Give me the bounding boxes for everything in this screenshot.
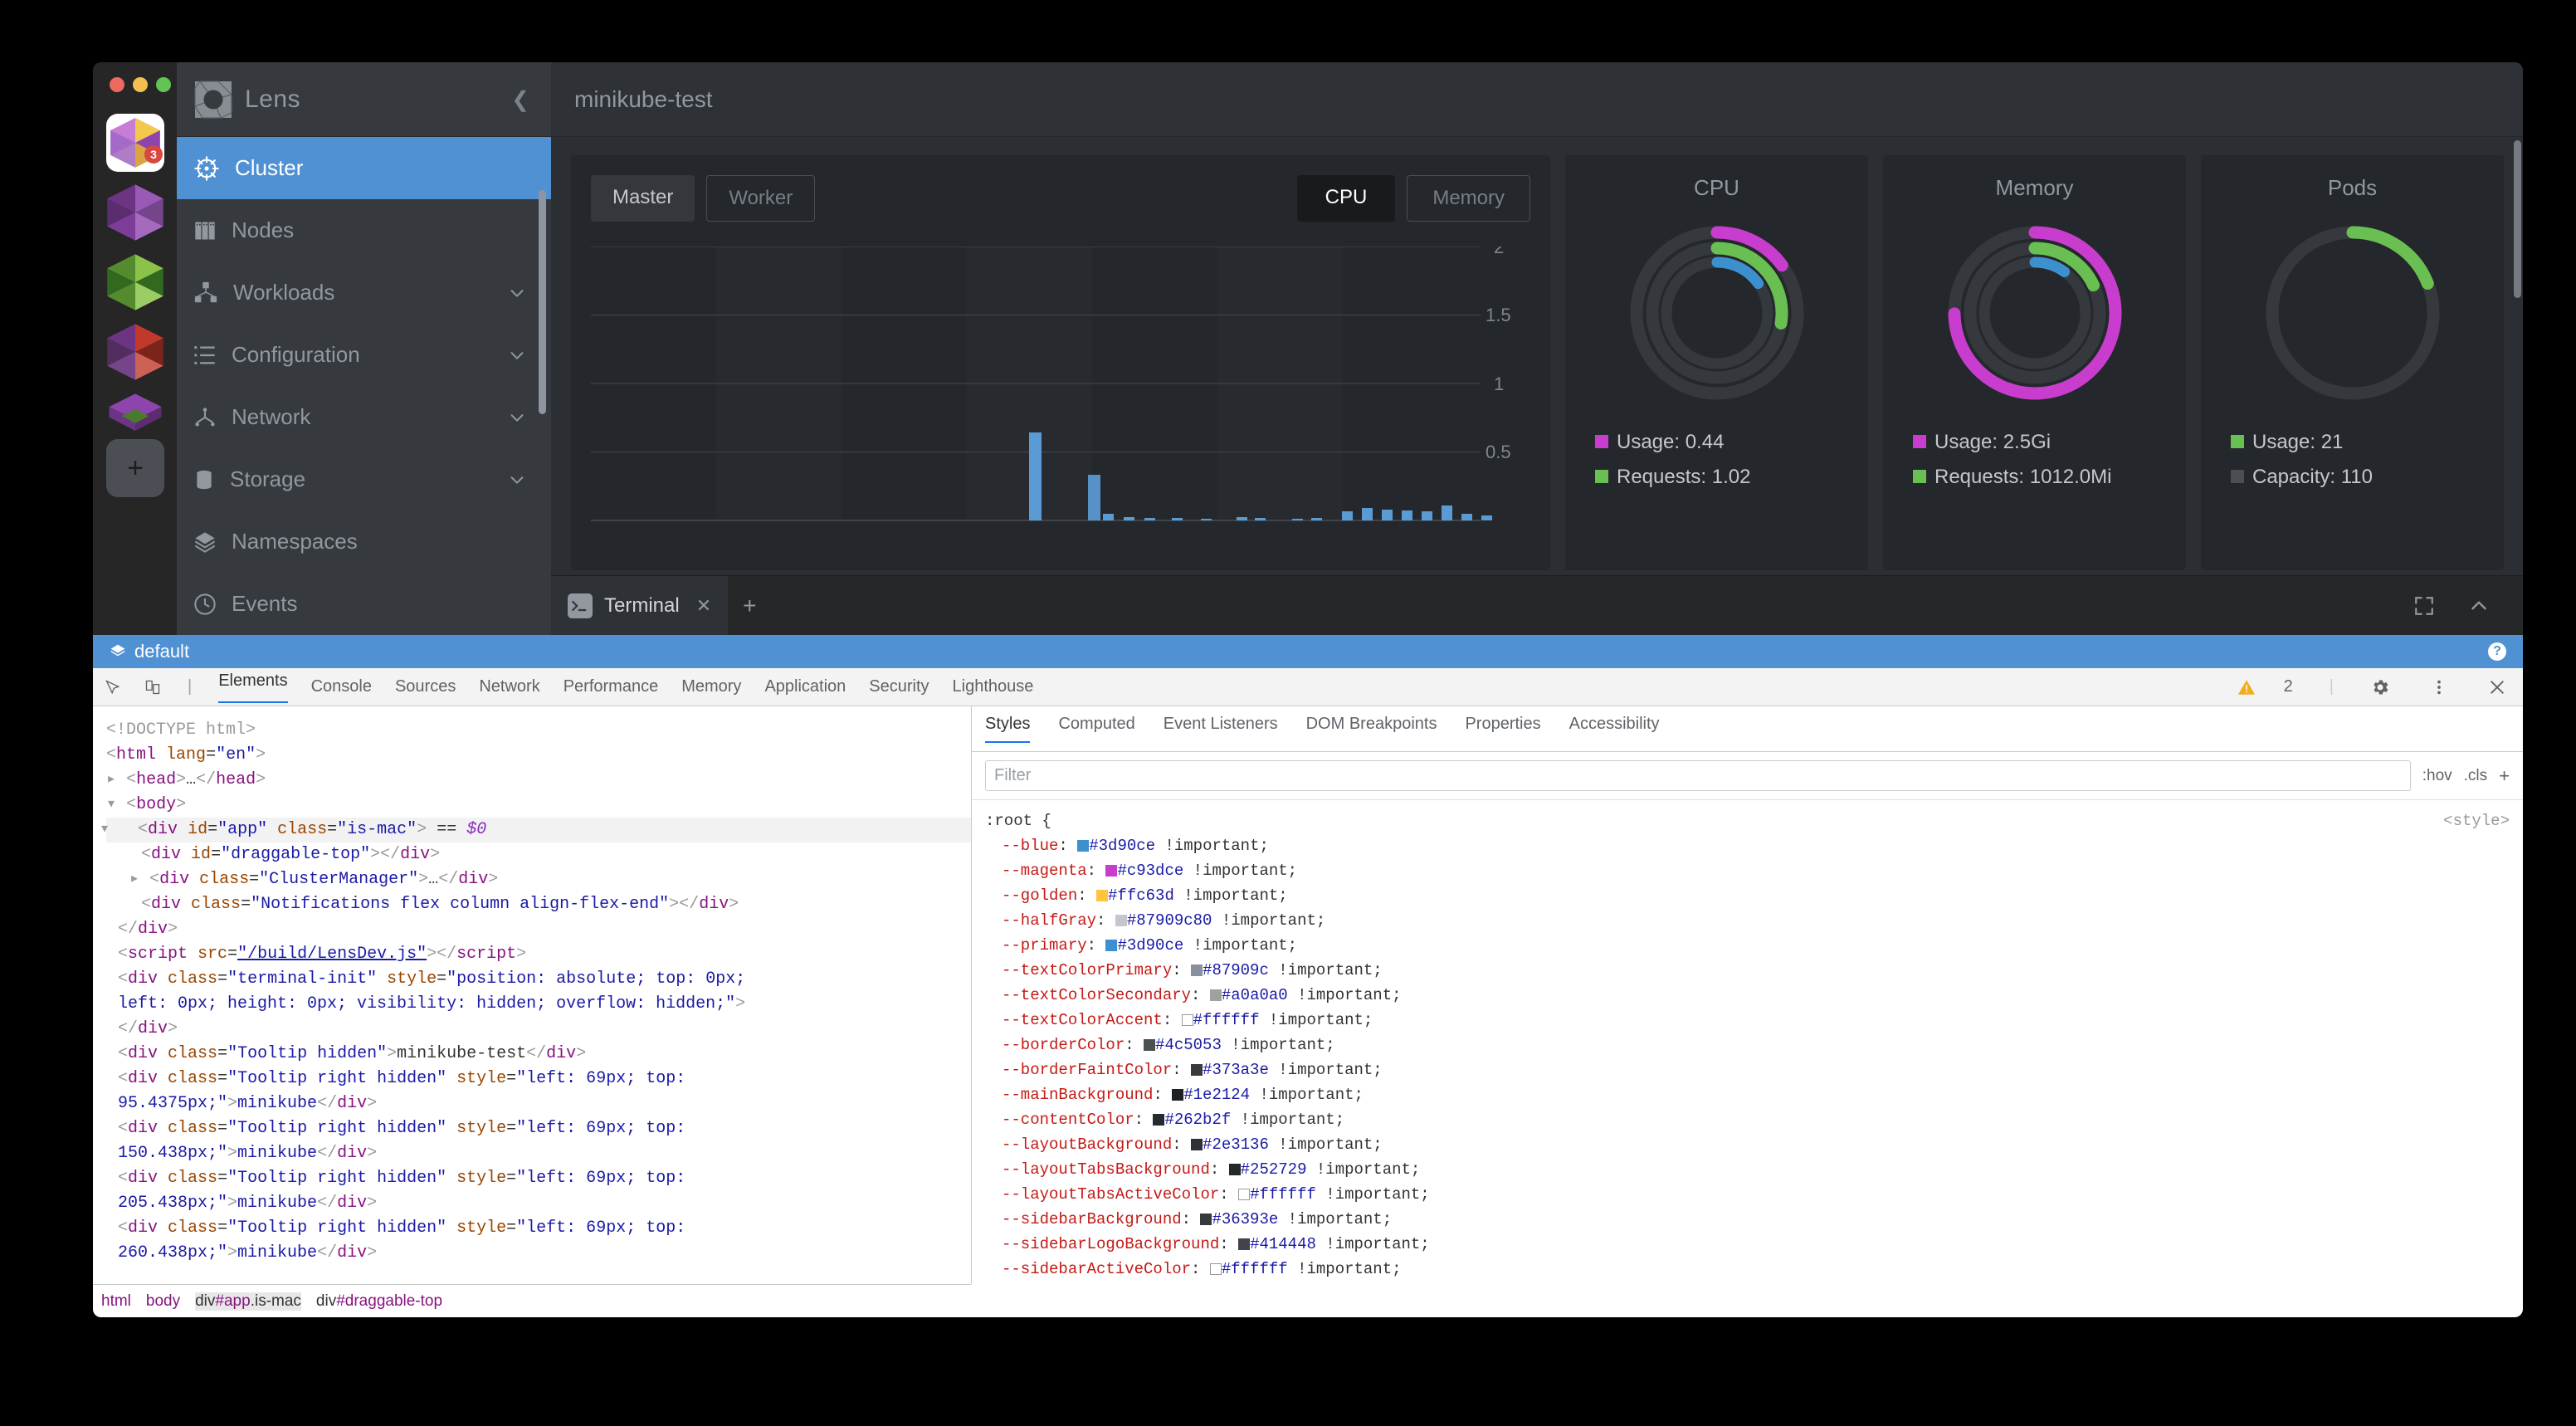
svg-text:1: 1 <box>1494 374 1504 394</box>
svg-text:2: 2 <box>1494 247 1504 257</box>
svg-text:1.5: 1.5 <box>1486 305 1511 325</box>
svg-text:0.5: 0.5 <box>1486 442 1511 462</box>
